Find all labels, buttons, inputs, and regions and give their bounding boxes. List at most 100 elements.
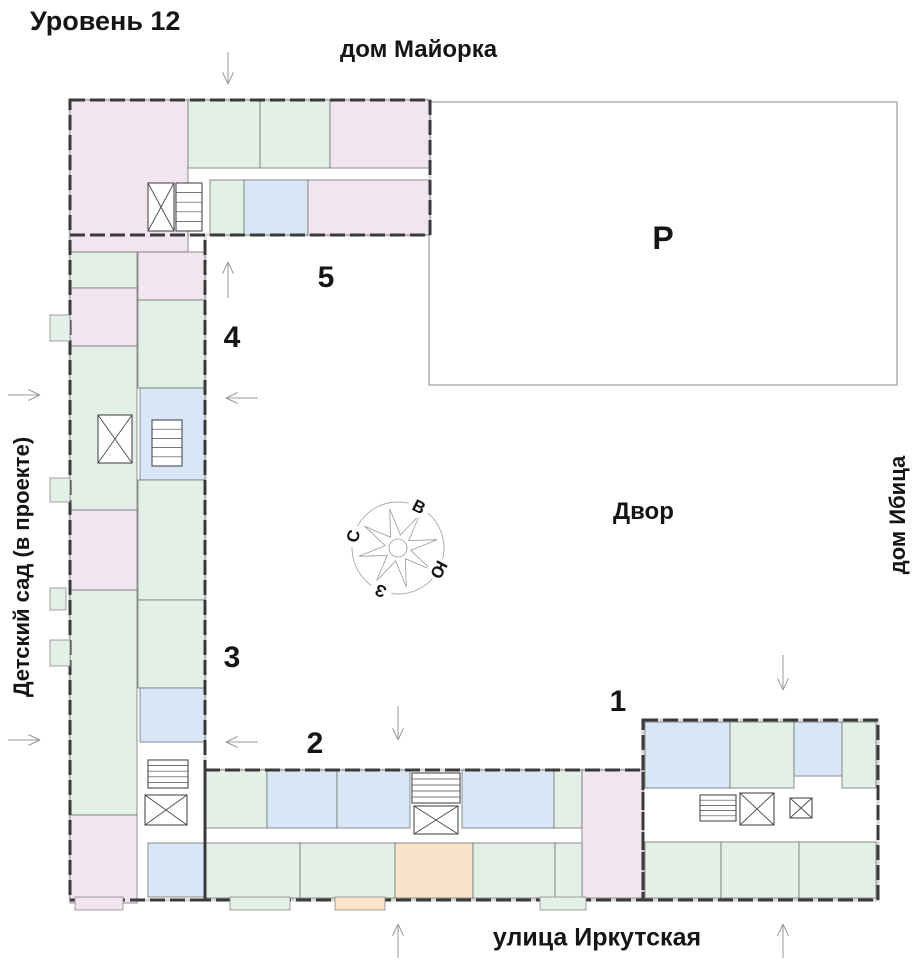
apartment-unit[interactable] [729, 721, 795, 789]
label-house-mayorka: дом Майорка [340, 36, 498, 63]
stair-core [699, 794, 737, 822]
stair-core [147, 759, 189, 789]
compass-letter-bg [427, 558, 450, 581]
apartment-unit[interactable] [205, 842, 301, 899]
apartment-unit[interactable] [581, 769, 644, 899]
direction-arrowhead [225, 392, 238, 399]
building-wing-walls [68, 98, 432, 237]
direction-arrowhead [227, 261, 234, 274]
balcony [49, 639, 71, 667]
compass-letter-bg [407, 496, 430, 519]
label-parking: Р [652, 220, 674, 256]
apartment-unit[interactable] [644, 721, 731, 789]
building-wing-walls [641, 718, 880, 902]
apartment-unit[interactable] [243, 179, 309, 236]
apartment-unit[interactable] [329, 99, 431, 169]
section-number-5: 5 [317, 261, 335, 294]
direction-arrowhead [225, 741, 238, 748]
compass-hub [388, 538, 408, 558]
apartment-unit[interactable] [472, 842, 556, 899]
parking-outline [428, 101, 898, 386]
direction-arrowhead [782, 923, 789, 936]
stair-core [411, 772, 461, 804]
direction-arrowhead [222, 261, 229, 274]
apartment-unit[interactable] [841, 721, 877, 789]
compass-direction-label: С [343, 528, 365, 545]
apartment-unit[interactable] [554, 842, 583, 899]
balcony [49, 477, 71, 503]
balcony [49, 587, 67, 611]
direction-arrowhead [28, 389, 41, 396]
label-courtyard: Двор [613, 498, 674, 525]
compass-star [358, 508, 438, 588]
stair-core [151, 419, 183, 467]
balcony [49, 314, 71, 342]
apartment-unit[interactable] [137, 251, 206, 301]
direction-arrowhead [397, 728, 404, 741]
page-title: Уровень 12 [30, 6, 181, 36]
apartment-unit[interactable] [299, 842, 396, 899]
direction-arrowhead [227, 72, 234, 85]
direction-arrowhead [28, 394, 41, 401]
direction-arrowhead [782, 678, 789, 691]
apartment-unit[interactable] [69, 287, 138, 347]
direction-arrowhead [392, 728, 399, 741]
balcony [74, 896, 124, 911]
label-kindergarten: Детский сад (в проекте) [9, 436, 34, 698]
elevator-cross [97, 414, 133, 464]
building-wing-walls [68, 233, 207, 902]
apartment-unit[interactable] [793, 721, 843, 777]
label-house-ibiza: дом Ибица [885, 455, 910, 575]
label-street-irkutskaya: улица Иркутская [492, 923, 702, 952]
apartment-unit[interactable] [720, 841, 800, 899]
apartment-unit[interactable] [553, 769, 583, 829]
compass-circle [351, 501, 445, 595]
apartment-unit[interactable] [137, 479, 206, 601]
direction-arrowhead [225, 397, 238, 404]
apartment-unit[interactable] [147, 842, 207, 898]
section-number-3: 3 [223, 641, 241, 674]
direction-arrowhead [397, 923, 404, 936]
apartment-unit[interactable] [69, 589, 138, 816]
section-number-2: 2 [306, 727, 324, 760]
apartment-unit[interactable] [137, 299, 206, 389]
direction-arrowhead [777, 923, 784, 936]
stair-core [175, 182, 203, 232]
apartment-unit[interactable] [204, 769, 268, 829]
direction-arrowhead [28, 734, 41, 741]
apartment-unit[interactable] [69, 251, 138, 289]
section-number-1: 1 [609, 685, 627, 718]
balcony [334, 896, 386, 911]
direction-arrowhead [28, 739, 41, 746]
balcony [539, 896, 587, 911]
elevator-cross [144, 794, 188, 826]
elevator-cross [739, 792, 775, 826]
elevator-cross [147, 182, 175, 232]
elevator-cross [413, 805, 459, 835]
apartment-unit[interactable] [139, 687, 206, 743]
direction-arrowhead [225, 736, 238, 743]
apartment-unit[interactable] [266, 769, 338, 829]
section-number-4: 4 [223, 321, 241, 354]
apartment-unit[interactable] [798, 841, 877, 899]
apartment-unit[interactable] [461, 769, 555, 829]
direction-arrowhead [392, 923, 399, 936]
compass-letter-bg [342, 525, 365, 548]
apartment-unit[interactable] [209, 179, 245, 236]
apartment-unit[interactable] [394, 842, 474, 899]
direction-arrowhead [777, 678, 784, 691]
apartment-unit[interactable] [336, 769, 411, 829]
apartment-unit[interactable] [307, 179, 431, 236]
apartment-unit[interactable] [644, 841, 722, 899]
elevator-cross [789, 797, 813, 819]
apartment-unit[interactable] [69, 509, 138, 591]
apartment-unit[interactable] [137, 599, 206, 689]
apartment-unit[interactable] [69, 814, 138, 904]
compass-letter-bg [369, 579, 392, 602]
compass-direction-label: Ю [426, 557, 451, 581]
apartment-unit[interactable] [187, 99, 261, 169]
apartment-unit[interactable] [259, 99, 331, 169]
direction-arrowhead [222, 72, 229, 85]
